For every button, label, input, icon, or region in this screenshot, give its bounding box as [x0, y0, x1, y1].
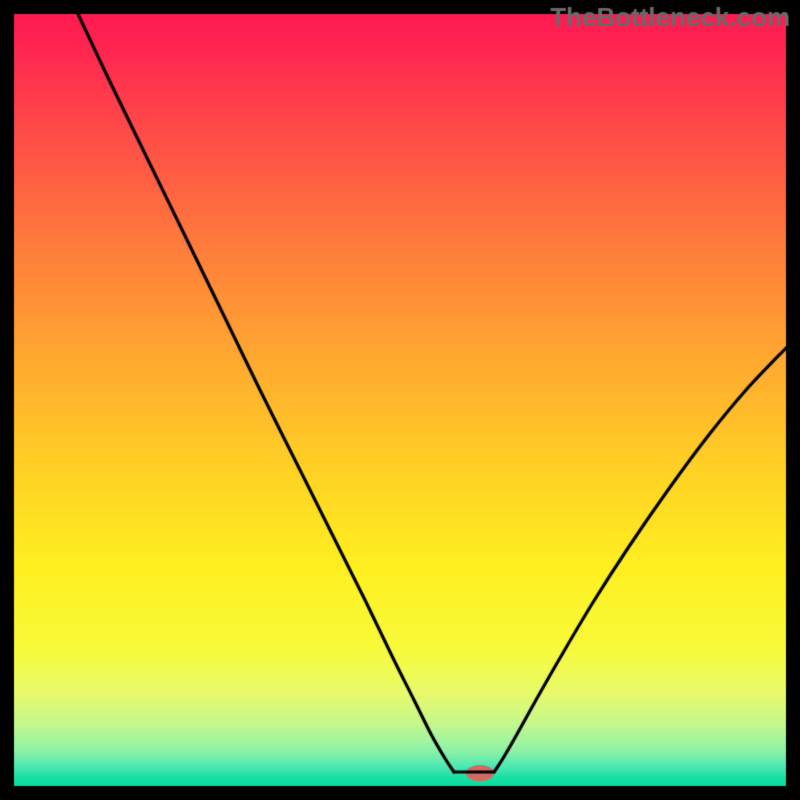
bottleneck-chart	[0, 0, 800, 800]
